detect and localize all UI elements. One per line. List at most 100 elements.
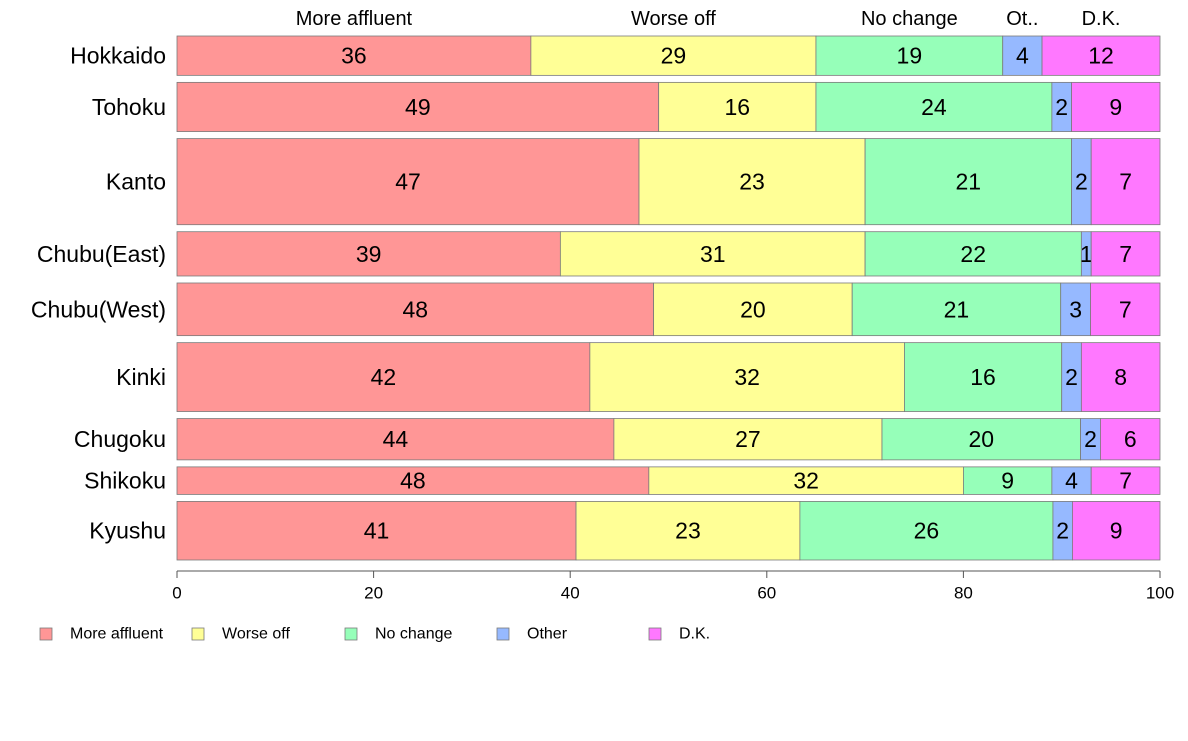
legend-label: More affluent: [70, 626, 164, 643]
bar-segment: [1051, 466, 1092, 495]
data-label: 31: [700, 241, 726, 267]
bar-segment: [648, 466, 964, 495]
bar-segment: [658, 81, 817, 132]
data-label: 7: [1119, 169, 1132, 195]
data-label: 36: [341, 43, 367, 69]
data-label: 44: [383, 426, 409, 452]
bar-segment: [881, 418, 1081, 461]
data-label: 7: [1119, 468, 1132, 494]
data-label: 32: [734, 364, 760, 390]
data-label: 4: [1016, 43, 1029, 69]
category-label: Kyushu: [89, 518, 166, 544]
data-label: 20: [740, 296, 766, 322]
data-label: 23: [739, 169, 765, 195]
bar-segment: [963, 466, 1053, 495]
data-label: 2: [1075, 169, 1088, 195]
legend-swatch: [344, 627, 358, 641]
bar-segment: [176, 138, 640, 226]
legend-label: D.K.: [679, 626, 710, 643]
data-label: 7: [1119, 241, 1132, 267]
header-label: Worse off: [631, 8, 716, 30]
data-label: 16: [725, 94, 751, 120]
data-label: 2: [1055, 94, 1068, 120]
header-label: D.K.: [1082, 8, 1121, 30]
legend-swatch: [191, 627, 205, 641]
bar-segment: [530, 35, 817, 76]
data-label: 29: [661, 43, 687, 69]
bar-segment: [1090, 466, 1161, 495]
data-label: 47: [395, 169, 421, 195]
category-label: Kanto: [106, 169, 166, 195]
legend-swatch: [39, 627, 53, 641]
data-label: 6: [1124, 426, 1137, 452]
x-tick-label: 40: [561, 584, 580, 603]
data-label: 3: [1069, 296, 1082, 322]
legend-label: Worse off: [222, 626, 290, 643]
bar-segment: [1080, 342, 1161, 412]
bar-segment: [1090, 138, 1161, 226]
data-label: 21: [956, 169, 982, 195]
header-label: Ot..: [1006, 8, 1038, 30]
data-label: 12: [1088, 43, 1114, 69]
bar-segment: [176, 81, 660, 132]
data-label: 2: [1084, 426, 1097, 452]
data-label: 39: [356, 241, 382, 267]
category-label: Chubu(East): [37, 241, 166, 267]
data-label: 9: [1109, 94, 1122, 120]
bar-segment: [1100, 418, 1161, 461]
data-label: 32: [793, 468, 819, 494]
data-label: 19: [897, 43, 923, 69]
data-label: 42: [371, 364, 397, 390]
bar-segment: [176, 231, 561, 277]
bar-segment: [815, 35, 1004, 76]
bar-segment: [851, 282, 1062, 337]
bar-segment: [904, 342, 1063, 412]
data-label: 41: [364, 518, 390, 544]
data-label: 49: [405, 94, 431, 120]
legend-label: No change: [375, 626, 452, 643]
bar-segment: [176, 35, 532, 76]
bar-segment: [815, 81, 1053, 132]
data-label: 16: [970, 364, 996, 390]
category-label: Chugoku: [74, 426, 166, 452]
x-tick-label: 60: [757, 584, 776, 603]
data-label: 26: [914, 518, 940, 544]
bar-segment: [176, 342, 591, 412]
category-label: Hokkaido: [70, 43, 166, 69]
header-label: More affluent: [296, 8, 413, 30]
data-label: 8: [1114, 364, 1127, 390]
bar-segment: [653, 282, 853, 337]
data-label: 21: [944, 296, 970, 322]
data-label: 7: [1119, 296, 1132, 322]
bar-segment: [1071, 81, 1161, 132]
legend-label: Other: [527, 626, 568, 643]
bar-segment: [864, 138, 1072, 226]
bar-segment: [1041, 35, 1161, 76]
bar-segment: [1060, 282, 1091, 337]
x-tick-label: 20: [364, 584, 383, 603]
category-label: Chubu(West): [31, 296, 166, 322]
data-label: 48: [400, 468, 426, 494]
bar-segment: [613, 418, 883, 461]
bar-segment: [589, 342, 905, 412]
data-label: 1: [1080, 241, 1093, 267]
data-label: 27: [735, 426, 761, 452]
header-label: No change: [861, 8, 958, 30]
bar-segment: [176, 501, 577, 561]
data-label: 9: [1110, 518, 1123, 544]
bar-segment: [1090, 282, 1161, 337]
x-tick-label: 100: [1146, 584, 1174, 603]
data-label: 23: [675, 518, 701, 544]
category-label: Shikoku: [84, 468, 166, 494]
data-label: 20: [968, 426, 994, 452]
data-label: 9: [1001, 468, 1014, 494]
category-label: Kinki: [116, 364, 166, 390]
data-label: 4: [1065, 468, 1078, 494]
data-label: 22: [960, 241, 986, 267]
data-label: 2: [1065, 364, 1078, 390]
bar-segment: [176, 282, 655, 337]
x-tick-label: 0: [172, 584, 181, 603]
data-label: 2: [1056, 518, 1069, 544]
